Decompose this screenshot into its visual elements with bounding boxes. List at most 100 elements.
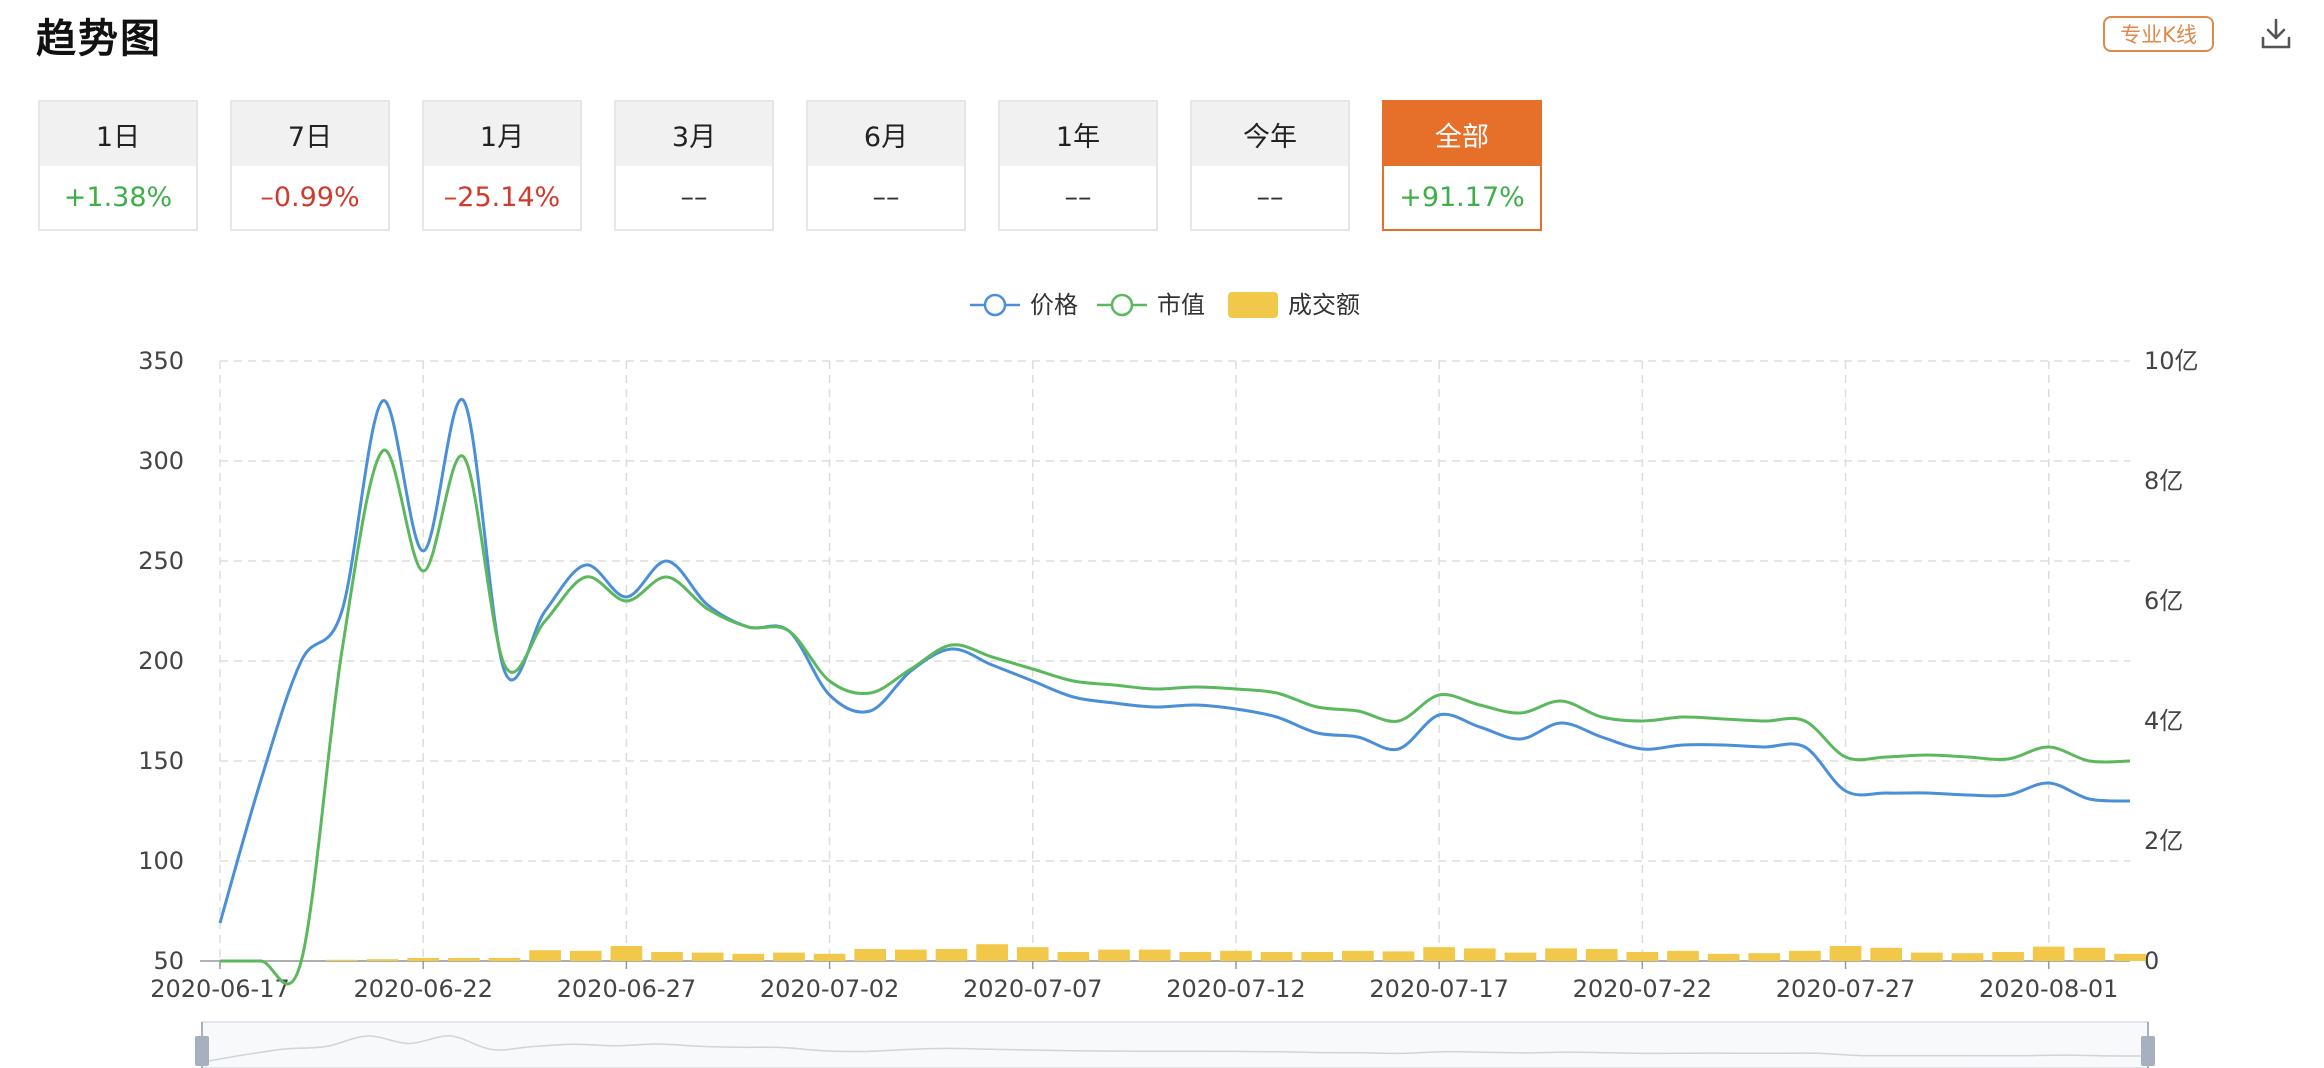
period-tab-7d[interactable]: 7日 –0.99% — [230, 100, 390, 231]
period-tab-label: 全部 — [1384, 102, 1540, 166]
volume-bar — [1179, 952, 1212, 961]
period-tab-label: 1日 — [40, 102, 196, 166]
period-tab-change: –– — [680, 182, 708, 213]
period-tab-change: –– — [872, 182, 900, 213]
y-tick-label-left: 300 — [138, 447, 184, 475]
price-line — [218, 397, 2131, 924]
period-tab-label: 3月 — [616, 102, 772, 166]
volume-bar — [1748, 953, 1781, 961]
volume-bar — [1016, 947, 1049, 961]
y-tick-label-left: 350 — [138, 347, 184, 375]
volume-bar — [1545, 948, 1577, 961]
volume-bar — [407, 958, 440, 961]
download-button[interactable] — [2256, 14, 2296, 54]
volume-bar — [326, 959, 358, 961]
x-tick-label: 2020-06-22 — [353, 975, 492, 1003]
volume-bar — [488, 958, 521, 961]
volume-bar — [1789, 950, 1821, 961]
volume-bar — [1667, 950, 1699, 961]
volume-bar — [732, 953, 765, 961]
x-tick-label: 2020-07-17 — [1369, 975, 1508, 1003]
zoom-slider-preview — [201, 1035, 2149, 1063]
legend-volume-swatch — [1228, 292, 1278, 318]
period-tab-label: 6月 — [808, 102, 964, 166]
period-tab-change: –25.14% — [443, 182, 561, 213]
volume-bar — [1626, 952, 1659, 961]
pro-kline-button[interactable]: 专业K线 — [2103, 16, 2214, 52]
period-tab-label: 7日 — [232, 102, 388, 166]
volume-bar — [691, 952, 724, 961]
period-tab-change: +91.17% — [1399, 182, 1525, 213]
x-tick-label: 2020-07-02 — [760, 975, 899, 1003]
y-tick-label-right: 0 — [2144, 947, 2159, 975]
period-tab-label: 1年 — [1000, 102, 1156, 166]
volume-bar — [1707, 953, 1740, 961]
period-tab-change: +1.38% — [63, 182, 173, 213]
period-tab-1m[interactable]: 1月 –25.14% — [422, 100, 582, 231]
volume-bar — [854, 949, 887, 961]
y-tick-label-left: 100 — [138, 847, 184, 875]
x-tick-label: 2020-07-27 — [1776, 975, 1915, 1003]
download-icon — [2261, 18, 2291, 49]
y-tick-label-left: 200 — [138, 647, 184, 675]
volume-bar — [935, 949, 968, 961]
legend-volume-label: 成交额 — [1288, 291, 1360, 319]
volume-bar — [651, 952, 683, 961]
x-tick-label: 2020-08-01 — [1979, 975, 2118, 1003]
x-tick-label: 2020-07-07 — [963, 975, 1102, 1003]
x-tick-label: 2020-06-17 — [150, 975, 289, 1003]
volume-bar — [1138, 949, 1171, 961]
volume-bar — [569, 950, 602, 961]
volume-bar — [1382, 951, 1415, 961]
period-tab-6m[interactable]: 6月 –– — [806, 100, 966, 231]
volume-bar — [1992, 952, 2024, 961]
period-tab-1d[interactable]: 1日 +1.38% — [38, 100, 198, 231]
period-tab-change: –– — [1064, 182, 1092, 213]
volume-bar — [1951, 953, 1984, 961]
volume-bar — [2114, 953, 2146, 961]
period-tab-label: 今年 — [1192, 102, 1348, 166]
volume-bar — [1423, 947, 1455, 961]
x-tick-label: 2020-07-22 — [1573, 975, 1712, 1003]
volume-bar — [1260, 952, 1293, 961]
volume-bar — [1220, 950, 1252, 961]
page-title: 趋势图 — [36, 16, 162, 62]
y-tick-label-left: 150 — [138, 747, 184, 775]
x-tick-label: 2020-06-27 — [557, 975, 696, 1003]
volume-bar — [610, 946, 643, 961]
volume-bar — [1301, 952, 1334, 961]
volume-bar — [1585, 949, 1618, 961]
period-tab-change: –– — [1256, 182, 1284, 213]
volume-bar — [1870, 947, 1903, 961]
volume-bar — [2032, 946, 2065, 961]
volume-bar — [1057, 952, 1090, 961]
market-cap-line — [220, 448, 2131, 986]
volume-bar — [1463, 948, 1496, 961]
volume-bar — [1504, 952, 1537, 961]
volume-bar — [529, 950, 561, 961]
period-tab-all[interactable]: 全部 +91.17% — [1382, 100, 1542, 231]
period-tab-3m[interactable]: 3月 –– — [614, 100, 774, 231]
y-tick-label-right: 6亿 — [2144, 587, 2183, 615]
volume-bar — [1829, 946, 1862, 961]
volume-bar — [813, 953, 846, 961]
volume-bar — [1342, 950, 1374, 961]
volume-bar — [976, 944, 1008, 961]
x-tick-label: 2020-07-12 — [1166, 975, 1305, 1003]
y-tick-label-right: 4亿 — [2144, 707, 2183, 735]
legend-market-cap-marker — [1110, 293, 1134, 317]
period-tab-1y[interactable]: 1年 –– — [998, 100, 1158, 231]
volume-bar — [895, 949, 927, 961]
volume-bar — [773, 952, 805, 961]
zoom-slider-track — [201, 1021, 2149, 1068]
volume-bar — [447, 958, 480, 961]
legend-market-cap-label: 市值 — [1157, 291, 1205, 319]
legend-price-marker — [983, 293, 1007, 317]
y-tick-label-right: 2亿 — [2144, 827, 2183, 855]
period-tab-label: 1月 — [424, 102, 580, 166]
period-tab-ytd[interactable]: 今年 –– — [1190, 100, 1350, 231]
period-tab-change: –0.99% — [260, 182, 360, 213]
y-tick-label-left: 250 — [138, 547, 184, 575]
volume-bar — [366, 959, 399, 961]
